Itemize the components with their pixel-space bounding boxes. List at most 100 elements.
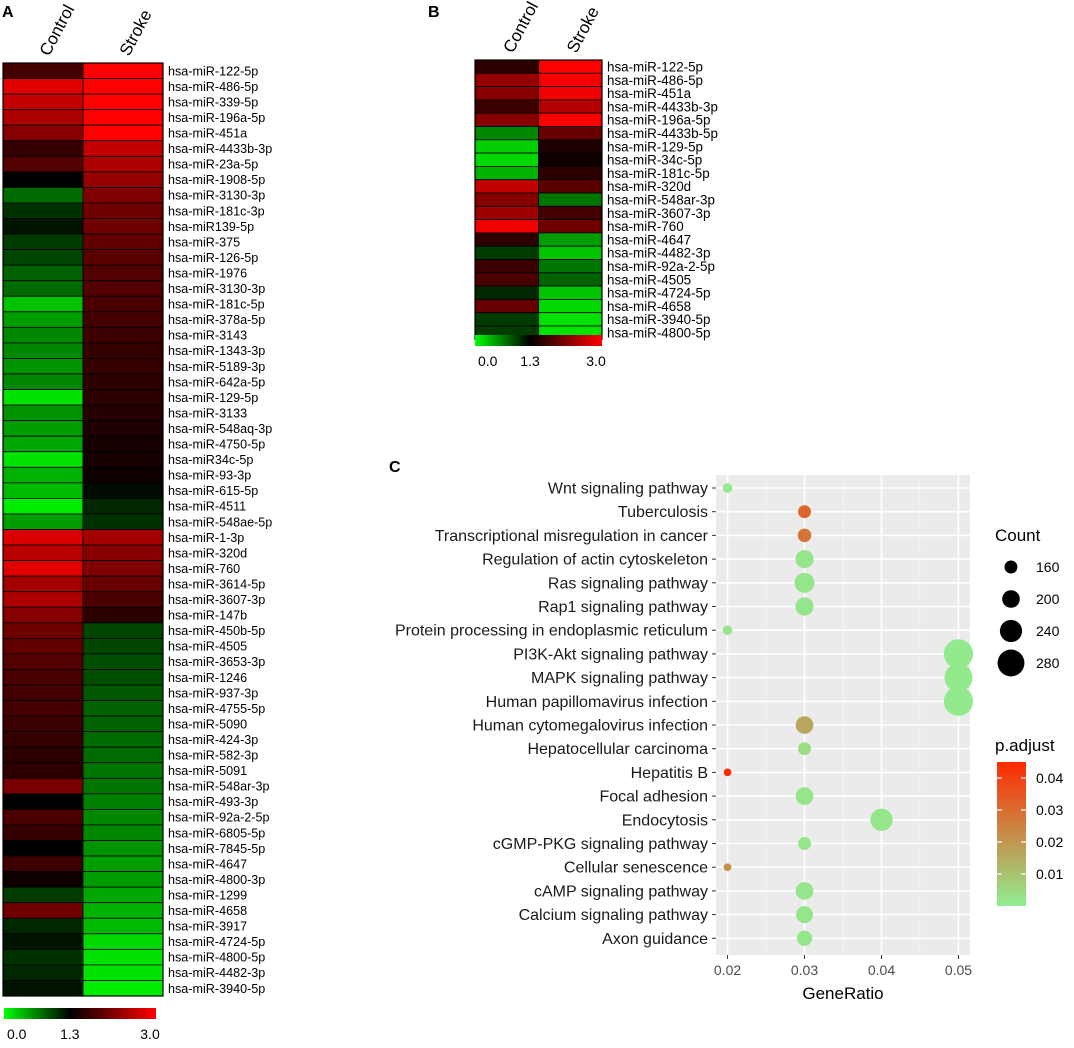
row-label: hsa-miR-451a — [607, 86, 692, 101]
heatmap-cell — [2, 373, 84, 390]
row-label: hsa-miR-4482-3p — [168, 966, 265, 980]
heatmap-cell — [474, 126, 539, 141]
row-label: hsa-miR-6805-5p — [168, 826, 265, 840]
row-label: hsa-miR-1299 — [168, 888, 247, 902]
heatmap-cell — [2, 948, 84, 966]
colorbar-tick-label: 1.3 — [520, 353, 540, 369]
padj-tick-label: 0.03 — [1036, 802, 1063, 818]
heatmap-cell — [538, 219, 603, 234]
heatmap-cell — [2, 746, 84, 764]
row-label: hsa-miR-451a — [168, 127, 247, 141]
row-label: hsa-miR-486-5p — [168, 80, 258, 94]
colorbar-tick-label: 3.0 — [140, 1026, 160, 1042]
row-label: hsa-miR-7845-5p — [168, 842, 265, 856]
row-label: hsa-miR-4505 — [607, 272, 691, 287]
row-label: hsa-miR-4755-5p — [168, 702, 265, 716]
heatmap-cell — [82, 824, 164, 841]
row-label: hsa-miR-3130-3p — [168, 189, 265, 203]
heatmap-cell — [538, 205, 603, 221]
row-label: hsa-miR-129-5p — [607, 139, 703, 154]
term-label: Human papillomavirus infection — [486, 694, 708, 711]
data-point — [723, 863, 732, 872]
term-label: cAMP signaling pathway — [534, 883, 708, 900]
row-label: hsa-miR-1908-5p — [168, 173, 265, 187]
heatmap-cell — [2, 140, 84, 157]
data-point — [723, 768, 732, 777]
heatmap-cell — [2, 62, 84, 79]
row-label: hsa-miR-4800-5p — [607, 325, 710, 340]
row-label: hsa-miR-3917 — [168, 920, 247, 934]
heatmap-cell — [2, 280, 84, 297]
heatmap-cell — [2, 606, 84, 624]
heatmap-cell — [2, 451, 84, 468]
row-label: hsa-miR-1246 — [168, 671, 247, 685]
padj-colorbar — [997, 762, 1026, 906]
row-label: hsa-miR-548ae-5p — [168, 515, 272, 529]
data-point — [944, 663, 973, 692]
count-legend-key — [997, 649, 1025, 677]
heatmap-cell — [538, 192, 603, 207]
heatmap-cell — [2, 669, 84, 686]
row-label: hsa-miR139-5p — [168, 220, 254, 234]
row-label: hsa-miR-4800-5p — [168, 951, 265, 965]
panel-label-b: B — [428, 4, 440, 21]
heatmap-cell — [474, 245, 539, 260]
heatmap-cell — [82, 933, 164, 950]
row-label: hsa-miR-1343-3p — [168, 344, 265, 358]
heatmap-cell — [2, 980, 84, 997]
row-label: hsa-miR-23a-5p — [168, 158, 258, 172]
row-label: hsa-miR-4433b-3p — [168, 142, 272, 156]
heatmap-cell — [2, 218, 84, 235]
row-label: hsa-miR-3940-5p — [607, 312, 710, 327]
row-label: hsa-miR-4505 — [168, 640, 247, 654]
term-label: PI3K-Akt signaling pathway — [513, 646, 708, 663]
heatmap-cell — [2, 435, 84, 453]
heatmap-cell — [82, 606, 164, 624]
count-legend-key — [1004, 560, 1018, 574]
heatmap-cell — [82, 249, 164, 266]
colorbar — [4, 1008, 156, 1019]
heatmap-cell — [82, 482, 164, 499]
term-label: Transcriptional misregulation in cancer — [435, 528, 709, 545]
heatmap-cell — [82, 980, 164, 997]
row-label: hsa-miR-3607-3p — [607, 206, 710, 221]
data-point — [795, 716, 814, 734]
heatmap-cell — [2, 466, 84, 484]
heatmap-cell — [538, 179, 603, 194]
heatmap-cell — [82, 264, 164, 282]
heatmap-cell — [2, 497, 84, 515]
dotplot-c: Wnt signaling pathway Tuberculosis Transcr… — [395, 475, 1063, 1003]
panel-label-c: C — [389, 459, 401, 476]
heatmap-cell — [2, 264, 84, 282]
heatmap-cell — [2, 295, 84, 313]
heatmap-cell — [82, 342, 164, 359]
heatmap-cell — [2, 622, 84, 639]
heatmap-cell — [82, 871, 164, 888]
colorbar-tick-label: 0.0 — [7, 1026, 27, 1042]
row-label: hsa-miR-4658 — [168, 904, 247, 918]
heatmap-cell — [474, 285, 539, 300]
data-point — [798, 742, 811, 756]
row-label: hsa-miR-320d — [168, 546, 247, 560]
term-label: Human cytomegalovirus infection — [472, 718, 708, 735]
heatmap-cell — [2, 482, 84, 499]
heatmap-cell — [2, 420, 84, 437]
padj-legend-title: p.adjust — [995, 736, 1055, 755]
heatmap-cell — [82, 497, 164, 515]
count-legend-key — [999, 619, 1023, 643]
heatmap-cell — [82, 637, 164, 655]
heatmap-cell — [2, 886, 84, 904]
heatmap-cell — [2, 78, 84, 95]
heatmap-cell — [82, 544, 164, 561]
heatmap-cell — [2, 171, 84, 188]
heatmap-cell — [2, 560, 84, 577]
heatmap-cell — [2, 575, 84, 593]
row-label: hsa-miR-3130-3p — [168, 282, 265, 296]
row-label: hsa-miR-122-5p — [607, 59, 703, 74]
heatmap-cell — [474, 179, 539, 194]
row-label: hsa-miR-93-3p — [168, 469, 251, 483]
term-label: Calcium signaling pathway — [519, 907, 708, 924]
row-label: hsa-miR-4433b-3p — [607, 99, 718, 114]
row-label: hsa-miR-3940-5p — [168, 982, 265, 996]
heatmap-cell — [2, 840, 84, 857]
